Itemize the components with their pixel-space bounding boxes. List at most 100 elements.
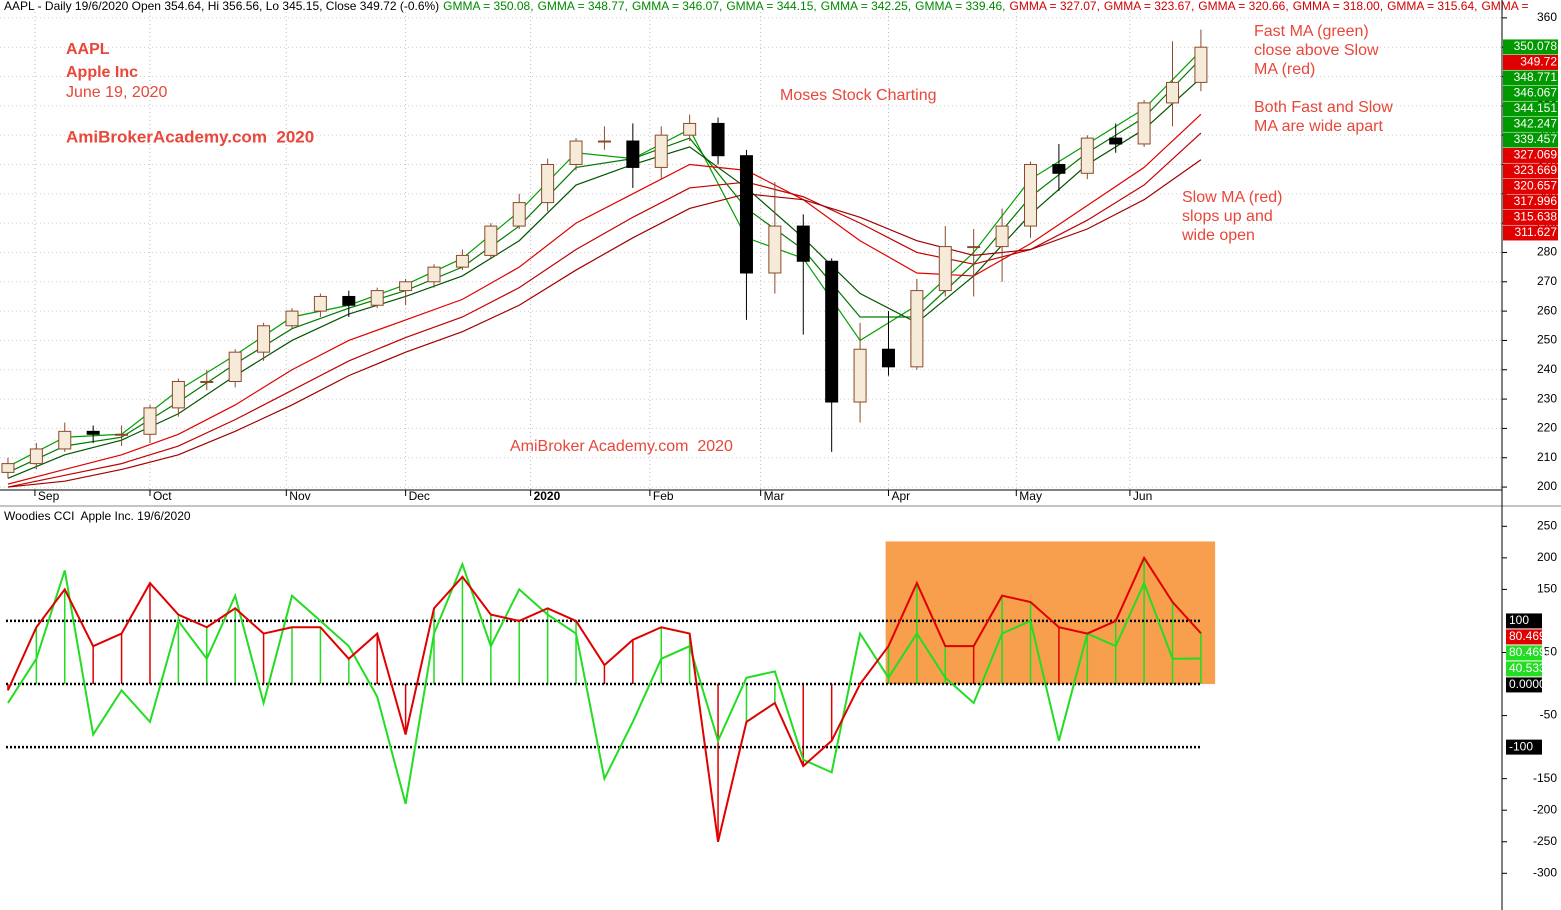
- annotation: Slow MA (red): [1182, 189, 1282, 206]
- x-tick-label: Sep: [38, 489, 60, 503]
- price-marker-label: 311.627: [1515, 225, 1558, 239]
- price-marker: [1503, 70, 1558, 86]
- y-tick-label: 50: [1544, 645, 1558, 659]
- candle-body: [796, 225, 810, 262]
- value-marker: [1506, 661, 1542, 677]
- candle-body: [58, 430, 72, 450]
- price-marker-label: 327.069: [1514, 148, 1558, 162]
- panel-title: Woodies CCI Apple Inc. 19/6/2020: [4, 509, 191, 523]
- candle-body: [285, 310, 299, 327]
- x-tick-label: Oct: [153, 489, 172, 503]
- y-tick-label: 210: [1537, 450, 1557, 464]
- candle-body: [995, 225, 1009, 248]
- candle-body: [1194, 46, 1208, 83]
- y-tick-label: 280: [1537, 245, 1557, 259]
- price-marker: [1503, 132, 1558, 148]
- cci-line: [7, 561, 1201, 805]
- candle-body: [910, 290, 924, 368]
- value-marker-label: 80.4691: [1509, 629, 1553, 643]
- candle-body: [1137, 102, 1151, 145]
- price-marker: [1503, 101, 1558, 117]
- price-marker: [1503, 225, 1558, 241]
- x-tick-label: Jun: [1133, 489, 1152, 503]
- annotation: Both Fast and Slow: [1254, 99, 1393, 116]
- x-tick-label: Feb: [653, 489, 674, 503]
- annotation: AmiBrokerAcademy.com 2020: [66, 127, 314, 146]
- candle-body: [228, 351, 242, 382]
- y-tick-label: -250: [1533, 834, 1557, 848]
- y-tick-label: 260: [1537, 303, 1557, 317]
- candle-body: [427, 266, 441, 283]
- value-marker: [1506, 645, 1542, 661]
- cci-line: [7, 555, 1202, 842]
- y-tick-label: -200: [1533, 802, 1557, 816]
- candle-body: [399, 281, 413, 292]
- header-item: GMMA = 315.64,: [1387, 0, 1477, 13]
- header-item: GMMA = 346.07,: [632, 0, 722, 13]
- candle-body: [1023, 163, 1037, 227]
- candle-body: [1166, 81, 1180, 104]
- x-tick-label: Apr: [891, 489, 910, 503]
- candle-body: [768, 225, 782, 274]
- y-tick-label: -150: [1533, 771, 1557, 785]
- candle-body: [455, 254, 469, 268]
- y-tick-label: 270: [1537, 274, 1557, 288]
- header-item: GMMA = 320.66,: [1198, 0, 1288, 13]
- price-marker-label: 349.72: [1520, 55, 1557, 69]
- candle-body: [881, 348, 895, 368]
- annotation: close above Slow: [1254, 42, 1379, 59]
- highlight: [885, 541, 1216, 685]
- candle-body: [115, 433, 129, 436]
- value-marker-label: 100: [1509, 613, 1529, 627]
- header-item: GMMA = 327.07,: [1010, 0, 1100, 13]
- candle-body: [938, 246, 952, 292]
- annotation: MA (red): [1254, 61, 1315, 78]
- value-marker-label: 0.00000: [1509, 677, 1553, 691]
- candle-body: [711, 122, 725, 157]
- header-item: GMMA = 344.15,: [726, 0, 816, 13]
- candle-body: [739, 155, 753, 274]
- x-tick-label: Mar: [764, 489, 785, 503]
- candle-body: [143, 407, 157, 435]
- value-marker: [1506, 613, 1542, 629]
- value-marker: [1506, 677, 1542, 693]
- candle-body: [1080, 137, 1094, 174]
- y-tick-label: 240: [1537, 362, 1557, 376]
- y-tick-label: -50: [1540, 708, 1558, 722]
- header-item: GMMA = 323.67,: [1104, 0, 1194, 13]
- y-tick-label: 200: [1537, 550, 1557, 564]
- price-marker-label: 317.996: [1514, 194, 1558, 208]
- header-item: GMMA = 318.00,: [1293, 0, 1383, 13]
- y-tick-label: 230: [1537, 391, 1557, 405]
- value-marker-label: 40.533: [1509, 661, 1546, 675]
- candle-body: [967, 246, 981, 249]
- x-tick-label: 2020: [534, 489, 561, 503]
- annotation: wide open: [1181, 227, 1255, 244]
- header-item: GMMA = 342.25,: [821, 0, 911, 13]
- y-tick-label: 220: [1537, 421, 1557, 435]
- y-tick-label: 200: [1537, 479, 1557, 493]
- candle-body: [1109, 137, 1123, 145]
- value-marker: [1506, 739, 1542, 755]
- candle-body: [370, 290, 384, 306]
- price-marker: [1503, 39, 1558, 55]
- price-marker-label: 344.151: [1514, 101, 1558, 115]
- x-tick-label: May: [1019, 489, 1042, 503]
- candle-body: [654, 134, 668, 168]
- candle-body: [597, 140, 611, 143]
- price-marker-label: 315.638: [1514, 210, 1558, 224]
- y-tick-label: 150: [1537, 582, 1557, 596]
- price-marker-label: 339.457: [1514, 132, 1558, 146]
- y-tick-label: 250: [1537, 518, 1557, 532]
- y-tick-label: 250: [1537, 333, 1557, 347]
- candle-body: [1052, 163, 1066, 174]
- annotation: Fast MA (green): [1254, 23, 1369, 40]
- price-marker: [1503, 116, 1558, 132]
- x-tick-label: Nov: [289, 489, 310, 503]
- header-item: GMMA = 339.46,: [915, 0, 1005, 13]
- annotation: Moses Stock Charting: [780, 87, 937, 104]
- candle-body: [484, 225, 498, 256]
- candle-body: [86, 430, 100, 435]
